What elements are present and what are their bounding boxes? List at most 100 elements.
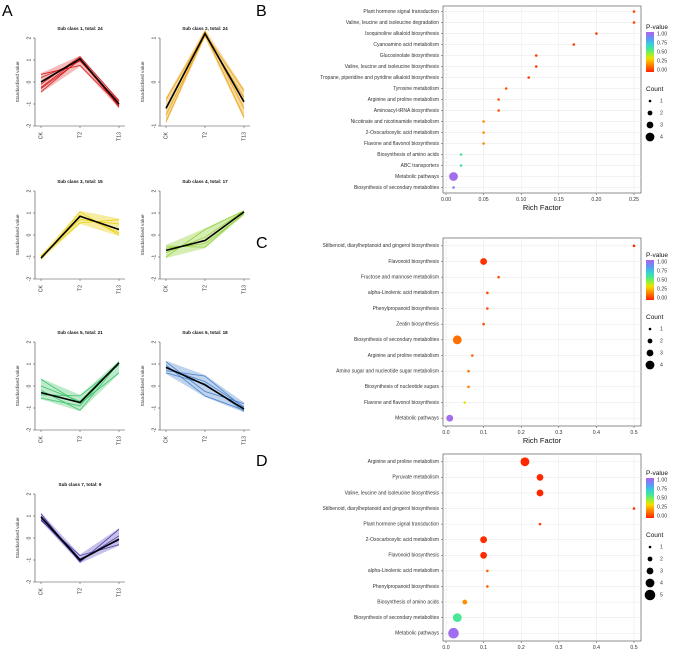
mean-profile-line <box>40 362 120 404</box>
gene-profile-line <box>40 519 120 562</box>
pathway-label: Biosynthesis of secondary metabolites <box>354 337 440 343</box>
pathway-label: Biosynthesis of nucleotide sugars <box>365 384 440 390</box>
pvalue-colorbar <box>646 260 654 300</box>
pvalue-tick-label: 1.00 <box>657 259 667 265</box>
count-legend-dot <box>646 349 654 357</box>
pathway-label: Metabolic pathways <box>395 415 439 421</box>
pathway-label: 2-Oxocarboxylic acid metabolism <box>366 130 439 136</box>
y-tick-label: 1 <box>151 36 157 39</box>
count-legend-dot <box>647 556 653 562</box>
pathway-bubble <box>482 120 485 123</box>
pvalue-colorbar <box>646 32 654 72</box>
x-tick-label: 0.3 <box>555 645 562 651</box>
line-chart-sub5: Sub class 5, total: 21 -2 -1 0 1 2 Standardise… <box>15 330 125 445</box>
pvalue-tick-label: 0.50 <box>657 277 667 283</box>
y-tick-label: 2 <box>151 189 157 192</box>
plot-area <box>442 237 642 427</box>
pathway-label: alpha-Linolenic acid metabolism <box>368 290 439 296</box>
pvalue-tick-label: 0.25 <box>657 58 667 64</box>
y-tick-label: -1 <box>151 406 157 411</box>
pathway-bubble <box>534 65 538 68</box>
x-axis-title: Rich Factor <box>523 436 562 445</box>
bubble-chart-D: 0.0 0.1 0.2 0.3 0.4 0.5 Arginine and proline m… <box>323 453 668 652</box>
pathway-label: ABC transporters <box>401 163 440 169</box>
pathway-bubble <box>482 131 485 134</box>
y-tick-label: 0 <box>151 233 157 236</box>
pathway-bubble <box>632 10 636 13</box>
line-chart-sub4: Sub class 4, total: 17 -2 -1 0 1 2 Standardise… <box>140 179 250 294</box>
x-tick-label: 0.20 <box>591 197 601 203</box>
line-chart-sub1: Sub class 1, total: 24 -2 -1 0 1 2 Standardise… <box>15 26 125 141</box>
count-legend-value: 3 <box>660 568 663 574</box>
pathway-bubble <box>459 164 463 167</box>
x-tick-label: T13 <box>116 132 122 141</box>
pathway-bubble <box>482 322 485 326</box>
count-legend-value: 1 <box>660 326 663 332</box>
x-tick-label: 0.2 <box>518 645 525 651</box>
gene-profile-line <box>40 219 120 258</box>
pathway-bubble <box>632 244 636 248</box>
x-tick-label: 0.1 <box>480 645 487 651</box>
count-legend-dot <box>648 545 652 549</box>
pathway-bubble <box>462 599 468 605</box>
pathway-bubble <box>449 172 458 181</box>
pvalue-tick-label: 0.75 <box>657 486 667 492</box>
pathway-bubble <box>452 335 462 345</box>
y-axis-title: Standardised value <box>15 61 21 102</box>
pathway-label: Biosynthesis of secondary metabolites <box>354 615 440 621</box>
count-legend-dot <box>647 338 653 344</box>
x-tick-label: CK <box>163 435 169 443</box>
subclass-title: Sub class 3, total: 15 <box>57 179 103 184</box>
pathway-bubble <box>463 401 467 404</box>
pathway-label: 2-Oxocarboxylic acid metabolism <box>366 537 439 543</box>
y-axis-title: Standardised value <box>140 365 146 406</box>
count-legend-dot <box>647 110 653 116</box>
y-tick-label: 0 <box>26 536 32 539</box>
panel-label-a: A <box>2 3 13 20</box>
y-tick-label: -1 <box>151 124 157 129</box>
y-axis-title: Standardised value <box>15 365 21 406</box>
pvalue-tick-label: 0.00 <box>657 513 667 519</box>
pathway-bubble <box>520 457 530 467</box>
pathway-bubble <box>486 291 489 295</box>
y-tick-label: -2 <box>26 124 32 129</box>
count-legend-dot <box>648 99 652 103</box>
x-tick-label: 0.0 <box>442 430 449 436</box>
pathway-bubble <box>595 32 598 35</box>
pathway-label: Cyanoamino acid metabolism <box>373 42 439 48</box>
y-tick-label: -1 <box>151 255 157 260</box>
y-tick-label: -1 <box>26 558 32 563</box>
count-legend-value: 1 <box>660 98 663 104</box>
y-tick-label: 1 <box>26 514 32 517</box>
pathway-label: Fructose and mannose metabolism <box>361 274 439 280</box>
pathway-label: Valine, leucine and isoleucine biosynthe… <box>345 490 440 496</box>
pvalue-tick-label: 0.75 <box>657 268 667 274</box>
pathway-label: Valine, leucine and isoleucine biosynthe… <box>345 64 440 70</box>
pvalue-tick-label: 1.00 <box>657 477 667 483</box>
x-tick-label: T2 <box>202 132 208 138</box>
pvalue-tick-label: 0.00 <box>657 295 667 301</box>
y-tick-label: -1 <box>26 255 32 260</box>
line-chart-sub6: Sub class 6, total: 18 -2 -1 0 1 2 Standardise… <box>140 330 250 445</box>
y-tick-label: 0 <box>151 384 157 387</box>
pathway-bubble <box>480 551 487 559</box>
pathway-label: Flavone and flavonol biosynthesis <box>364 400 440 406</box>
pathway-label: Plant hormone signal transduction <box>363 521 439 527</box>
y-tick-label: 0 <box>151 80 157 83</box>
count-legend-dot <box>645 360 655 370</box>
count-legend-value: 3 <box>660 350 663 356</box>
pvalue-legend-title: P-value <box>646 24 668 31</box>
count-legend-dot <box>646 121 654 129</box>
x-tick-label: CK <box>38 284 44 292</box>
y-tick-label: -2 <box>26 277 32 282</box>
pathway-bubble <box>572 43 576 46</box>
count-legend-value: 4 <box>660 580 663 586</box>
pathway-label: Zeatin biosynthesis <box>396 321 439 327</box>
confidence-band <box>41 360 119 412</box>
y-tick-label: 1 <box>151 362 157 365</box>
y-tick-label: 2 <box>26 340 32 343</box>
x-tick-label: T13 <box>116 588 122 597</box>
pathway-bubble <box>504 87 508 90</box>
charts-layer: Sub class 1, total: 24 -2 -1 0 1 2 Standardise… <box>15 5 668 652</box>
pathway-label: Isoquinoline alkaloid biosynthesis <box>365 31 439 37</box>
